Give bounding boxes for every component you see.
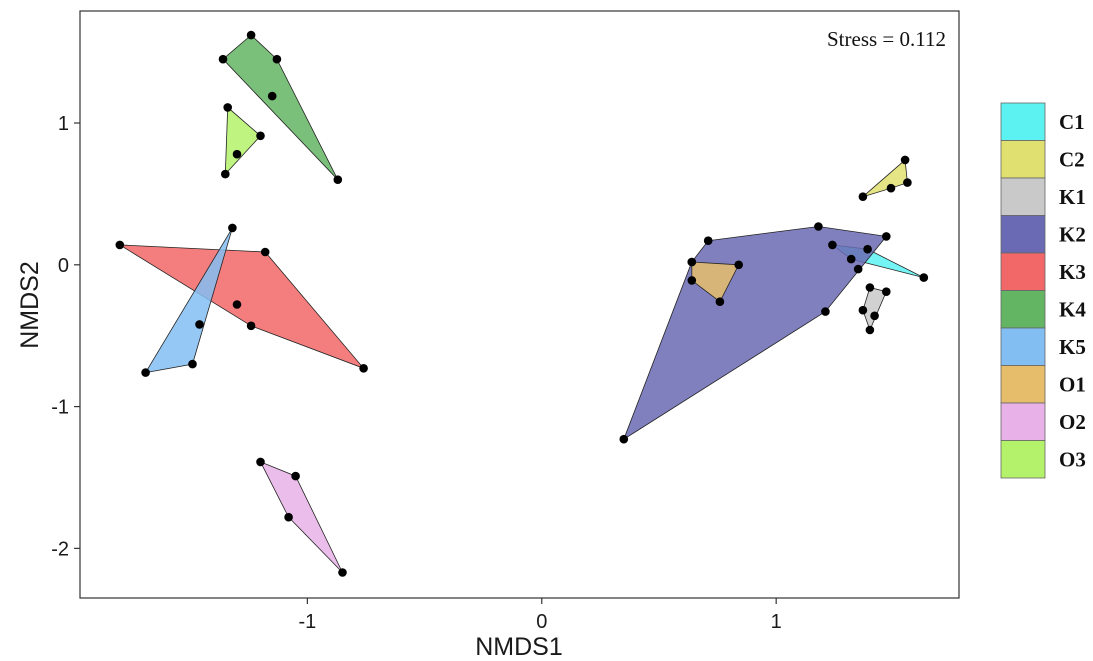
legend-key-o1 bbox=[1000, 365, 1046, 404]
x-tick-label: 0 bbox=[536, 611, 547, 633]
x-axis-ticks: -1 0 1 bbox=[298, 598, 782, 633]
point-k5 bbox=[141, 368, 150, 377]
y-tick-label: -1 bbox=[51, 397, 69, 419]
point-o3 bbox=[256, 131, 265, 141]
y-tick-label: 0 bbox=[58, 255, 69, 277]
hull-k5 bbox=[144, 227, 233, 374]
point-o1 bbox=[687, 276, 697, 285]
point-k2 bbox=[821, 307, 830, 316]
legend-label-k5: K5 bbox=[1059, 335, 1086, 359]
point-k4 bbox=[218, 54, 228, 64]
y-axis-ticks: -2 -1 0 1 bbox=[51, 113, 80, 560]
point-o3 bbox=[221, 169, 230, 179]
point-o1 bbox=[734, 260, 743, 270]
point-c2 bbox=[903, 178, 912, 187]
point-k1 bbox=[870, 311, 879, 321]
hull-o2 bbox=[259, 461, 343, 573]
point-o1 bbox=[687, 257, 697, 267]
plot-panel-border bbox=[79, 10, 960, 599]
y-tick-label: -2 bbox=[51, 538, 69, 560]
point-k4 bbox=[272, 54, 282, 64]
x-axis-title: NMDS1 bbox=[475, 633, 563, 661]
legend-label-o1: O1 bbox=[1059, 372, 1086, 396]
point-c1 bbox=[919, 273, 929, 282]
point-o2 bbox=[291, 471, 300, 481]
point-k1 bbox=[865, 283, 875, 292]
x-tick-label: -1 bbox=[298, 611, 316, 633]
point-k3 bbox=[115, 240, 125, 250]
legend-key-o2 bbox=[1000, 402, 1046, 441]
legend-label-k4: K4 bbox=[1059, 297, 1086, 321]
point-k2 bbox=[882, 232, 891, 241]
point-o1 bbox=[715, 297, 725, 307]
point-k3 bbox=[246, 321, 256, 331]
point-c2 bbox=[886, 183, 896, 193]
legend-label-o2: O2 bbox=[1059, 410, 1086, 434]
hull-k2 bbox=[622, 226, 888, 441]
stress-annotation: Stress = 0.112 bbox=[827, 27, 946, 51]
x-tick-label: 1 bbox=[771, 611, 782, 633]
point-o2 bbox=[338, 568, 347, 577]
legend-key-k2 bbox=[1000, 215, 1046, 254]
point-k4 bbox=[246, 30, 256, 40]
y-axis-title: NMDS2 bbox=[16, 261, 44, 349]
point-o2 bbox=[284, 512, 293, 522]
point-k5 bbox=[188, 359, 197, 369]
legend: C1 C2 K1 K2 K3 K4 K5 O1 O2 O3 bbox=[1000, 102, 1086, 479]
legend-label-c1: C1 bbox=[1059, 110, 1085, 134]
point-c1 bbox=[846, 254, 856, 264]
legend-key-k1 bbox=[1000, 177, 1046, 216]
legend-key-k5 bbox=[1000, 327, 1046, 366]
point-k1 bbox=[882, 287, 891, 297]
point-k3 bbox=[232, 300, 242, 309]
legend-label-k1: K1 bbox=[1059, 185, 1086, 209]
legend-label-c2: C2 bbox=[1059, 147, 1085, 171]
point-k2 bbox=[703, 236, 713, 245]
legend-key-k3 bbox=[1000, 252, 1046, 291]
point-k2 bbox=[619, 434, 629, 444]
y-tick-label: 1 bbox=[58, 113, 69, 135]
legend-key-o3 bbox=[1000, 440, 1046, 479]
point-k3 bbox=[359, 364, 368, 373]
point-o2 bbox=[256, 457, 265, 467]
point-k2 bbox=[814, 222, 823, 231]
point-c1 bbox=[863, 244, 872, 254]
hull-c2 bbox=[862, 159, 908, 198]
point-o3 bbox=[223, 103, 232, 112]
sample-points bbox=[115, 30, 929, 577]
legend-label-k3: K3 bbox=[1059, 260, 1086, 284]
point-k1 bbox=[865, 325, 875, 335]
legend-label-o3: O3 bbox=[1059, 447, 1086, 471]
legend-key-c2 bbox=[1000, 140, 1046, 179]
point-c1 bbox=[828, 240, 837, 250]
hull-k3 bbox=[119, 244, 365, 370]
point-k1 bbox=[858, 305, 868, 315]
legend-label-k2: K2 bbox=[1059, 222, 1086, 246]
point-k4 bbox=[333, 175, 343, 184]
point-k2 bbox=[853, 264, 863, 274]
point-c2 bbox=[900, 155, 910, 165]
point-k5 bbox=[228, 223, 237, 233]
point-k5 bbox=[195, 320, 204, 329]
legend-key-k4 bbox=[1000, 290, 1046, 329]
point-k4 bbox=[267, 91, 277, 101]
hull-o3 bbox=[224, 106, 262, 176]
point-c2 bbox=[858, 192, 868, 201]
point-o3 bbox=[232, 149, 242, 159]
legend-key-c1 bbox=[1000, 102, 1046, 141]
point-k3 bbox=[260, 247, 270, 257]
